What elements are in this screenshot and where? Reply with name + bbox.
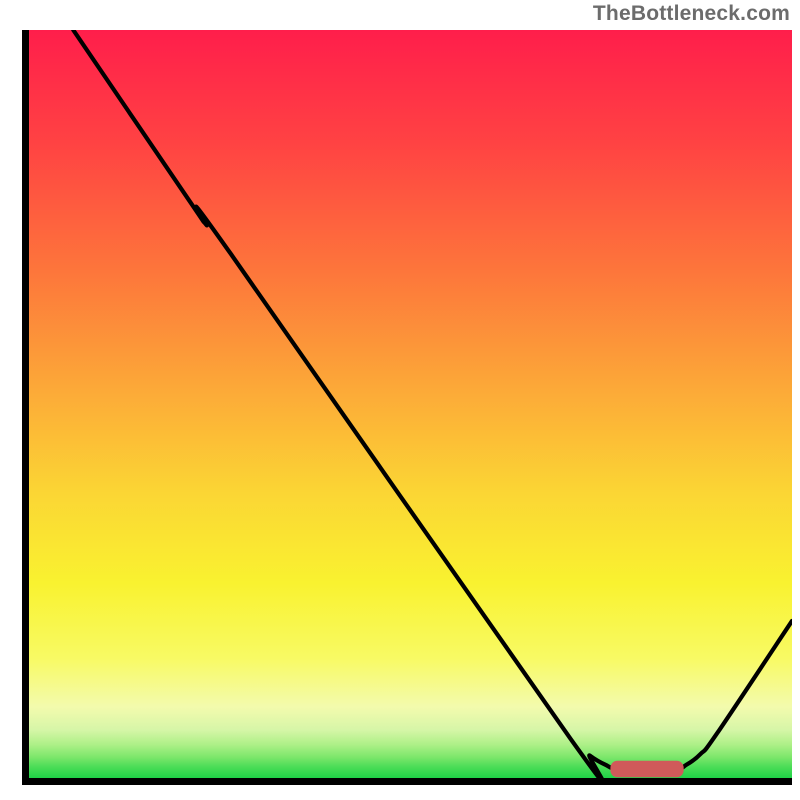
watermark-text: TheBottleneck.com <box>593 2 790 26</box>
chart-svg <box>22 30 792 785</box>
plot-area <box>22 30 792 785</box>
x-axis <box>22 778 792 785</box>
chart-background <box>29 30 792 778</box>
chart-container: TheBottleneck.com <box>0 0 800 800</box>
optimal-marker <box>610 761 683 777</box>
y-axis <box>22 30 29 785</box>
